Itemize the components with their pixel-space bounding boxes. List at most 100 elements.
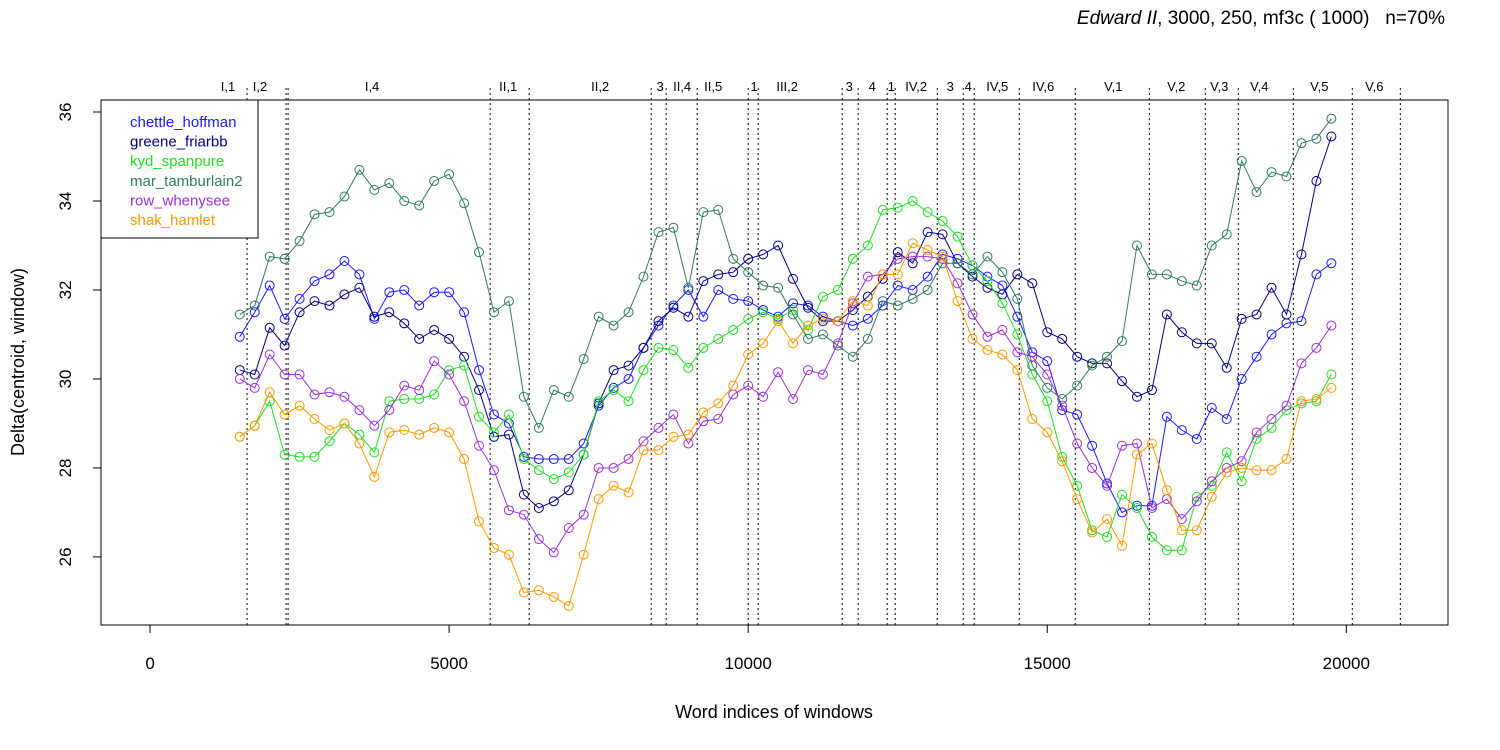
data-point: [743, 380, 754, 391]
data-point: [743, 313, 754, 324]
plot-frame: [100, 99, 1449, 626]
data-point: [264, 280, 275, 291]
data-point: [518, 587, 529, 598]
data-point: [877, 269, 888, 280]
data-point: [1117, 440, 1128, 451]
data-point: [997, 298, 1008, 309]
scene-label: II,1: [499, 79, 517, 94]
data-point: [1131, 438, 1142, 449]
data-point: [578, 549, 589, 560]
data-point: [758, 305, 769, 315]
data-point: [817, 291, 828, 302]
data-point: [1206, 402, 1217, 413]
data-point: [593, 396, 604, 407]
data-point: [847, 351, 858, 362]
data-point: [683, 362, 694, 373]
legend-entry: row_whenysee: [130, 192, 230, 209]
data-point: [249, 300, 260, 311]
data-point: [847, 253, 858, 264]
data-point: [1176, 276, 1187, 287]
data-point: [1012, 347, 1023, 358]
data-point: [1042, 427, 1053, 438]
data-point: [548, 474, 559, 485]
data-point: [773, 240, 784, 251]
data-point: [802, 300, 813, 311]
data-point: [1326, 131, 1337, 142]
data-point: [758, 307, 769, 318]
data-point: [339, 191, 350, 202]
data-point: [503, 429, 514, 440]
data-point: [279, 313, 290, 324]
x-tick-label: 20000: [1323, 654, 1370, 673]
data-point: [339, 289, 350, 300]
data-point: [608, 320, 619, 331]
data-point: [1296, 398, 1307, 409]
data-point: [982, 345, 993, 356]
data-point: [1057, 400, 1068, 411]
data-point: [638, 365, 649, 376]
data-point: [1012, 293, 1023, 304]
data-point: [459, 360, 470, 371]
scene-label: II,4: [673, 79, 691, 94]
data-point: [1251, 351, 1262, 362]
data-point: [1012, 365, 1023, 376]
data-point: [444, 287, 455, 298]
data-point: [773, 367, 784, 378]
data-point: [1311, 396, 1322, 407]
data-point: [414, 333, 425, 344]
data-point: [1057, 456, 1068, 467]
data-point: [982, 276, 993, 287]
data-point: [638, 342, 649, 353]
data-point: [503, 296, 514, 307]
data-point: [1102, 480, 1113, 491]
data-point: [593, 311, 604, 322]
data-point: [997, 325, 1008, 336]
data-point: [1206, 338, 1217, 349]
data-point: [1296, 358, 1307, 369]
data-point: [548, 385, 559, 396]
y-tick-label: 36: [56, 103, 75, 122]
data-point: [728, 267, 739, 278]
data-point: [429, 175, 440, 186]
data-point: [713, 398, 724, 409]
data-point: [892, 300, 903, 311]
data-point: [264, 251, 275, 262]
data-point: [892, 247, 903, 258]
data-point: [1191, 496, 1202, 507]
data-point: [1072, 380, 1083, 391]
scene-label: III,2: [776, 79, 798, 94]
data-point: [488, 543, 499, 554]
data-point: [264, 349, 275, 360]
data-point: [518, 489, 529, 500]
data-point: [518, 391, 529, 402]
data-point: [1176, 525, 1187, 536]
data-point: [1131, 502, 1142, 513]
data-point: [1072, 480, 1083, 491]
series-line: [239, 242, 1332, 607]
data-point: [578, 438, 589, 449]
data-point: [683, 311, 694, 322]
data-point: [399, 318, 410, 329]
data-point: [847, 298, 858, 309]
data-point: [773, 313, 784, 324]
data-point: [1326, 113, 1337, 124]
data-point: [922, 227, 933, 238]
data-point: [384, 307, 395, 318]
data-point: [952, 258, 963, 269]
data-point: [339, 391, 350, 402]
data-point: [593, 398, 604, 409]
data-point: [608, 462, 619, 473]
data-point: [1087, 527, 1098, 538]
data-point: [1296, 138, 1307, 149]
data-point: [907, 293, 918, 304]
x-tick-label: 0: [145, 654, 154, 673]
data-point: [802, 365, 813, 376]
data-point: [653, 445, 664, 456]
data-point: [414, 300, 425, 311]
data-point: [459, 307, 470, 318]
data-point: [1042, 382, 1053, 393]
data-point: [249, 369, 260, 380]
data-point: [1206, 240, 1217, 251]
data-point: [668, 345, 679, 356]
data-point: [459, 454, 470, 465]
